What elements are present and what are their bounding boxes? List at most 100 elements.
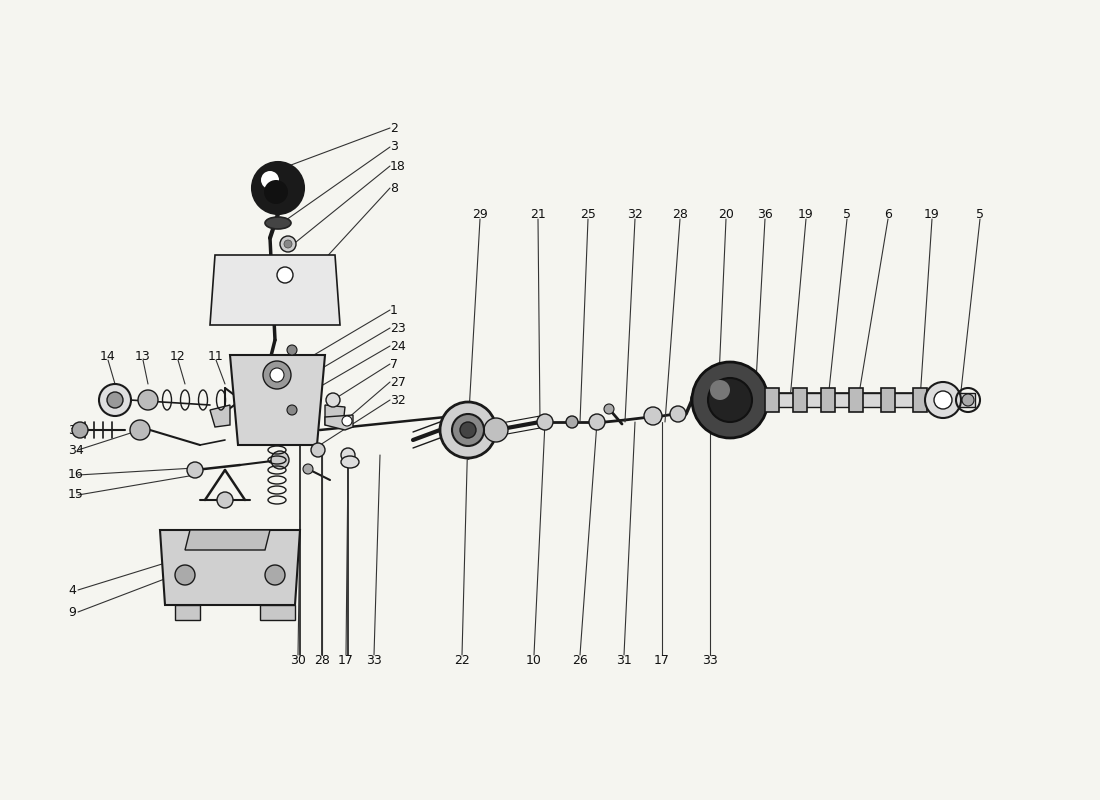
- Polygon shape: [324, 415, 353, 430]
- Ellipse shape: [341, 456, 359, 468]
- Circle shape: [284, 240, 292, 248]
- Text: 17: 17: [338, 654, 354, 666]
- Circle shape: [252, 162, 304, 214]
- Circle shape: [708, 378, 752, 422]
- Circle shape: [342, 416, 352, 426]
- Bar: [764, 388, 779, 412]
- Circle shape: [72, 422, 88, 438]
- Circle shape: [670, 406, 686, 422]
- Circle shape: [99, 384, 131, 416]
- Circle shape: [962, 394, 974, 406]
- Circle shape: [604, 404, 614, 414]
- Circle shape: [484, 418, 508, 442]
- Circle shape: [341, 448, 355, 462]
- Text: 33: 33: [702, 654, 718, 666]
- Text: 28: 28: [315, 654, 330, 666]
- Text: 16: 16: [68, 469, 84, 482]
- Text: 2: 2: [390, 122, 398, 134]
- Polygon shape: [324, 405, 345, 425]
- Circle shape: [261, 171, 279, 189]
- Circle shape: [264, 180, 288, 204]
- Text: 6: 6: [884, 209, 892, 222]
- Circle shape: [311, 443, 324, 457]
- Polygon shape: [210, 405, 230, 427]
- Circle shape: [460, 422, 476, 438]
- Text: 5: 5: [976, 209, 984, 222]
- Bar: [821, 388, 835, 412]
- Circle shape: [138, 390, 158, 410]
- Circle shape: [452, 414, 484, 446]
- Circle shape: [710, 380, 730, 400]
- Ellipse shape: [691, 379, 769, 421]
- Text: 15: 15: [68, 489, 84, 502]
- Circle shape: [925, 382, 961, 418]
- Circle shape: [271, 451, 289, 469]
- Text: 32: 32: [627, 209, 642, 222]
- Circle shape: [588, 414, 605, 430]
- Circle shape: [130, 420, 150, 440]
- Circle shape: [265, 565, 285, 585]
- Bar: [793, 388, 807, 412]
- Polygon shape: [230, 355, 324, 445]
- Circle shape: [566, 416, 578, 428]
- Text: 31: 31: [616, 654, 631, 666]
- Text: 12: 12: [170, 350, 186, 363]
- Circle shape: [187, 462, 204, 478]
- Bar: [849, 388, 864, 412]
- Text: 35: 35: [68, 423, 84, 437]
- Ellipse shape: [727, 389, 762, 411]
- Circle shape: [107, 392, 123, 408]
- Text: 13: 13: [135, 350, 151, 363]
- Text: 4: 4: [68, 583, 76, 597]
- Text: 22: 22: [454, 654, 470, 666]
- Circle shape: [302, 464, 313, 474]
- Polygon shape: [210, 255, 340, 325]
- Text: 26: 26: [572, 654, 587, 666]
- Text: 25: 25: [580, 209, 596, 222]
- Text: 18: 18: [390, 159, 406, 173]
- Bar: [768, 393, 975, 407]
- Circle shape: [217, 492, 233, 508]
- Bar: [913, 388, 927, 412]
- Circle shape: [326, 393, 340, 407]
- Text: 34: 34: [68, 443, 84, 457]
- Circle shape: [934, 391, 952, 409]
- Circle shape: [280, 236, 296, 252]
- Text: 5: 5: [843, 209, 851, 222]
- Text: 24: 24: [390, 339, 406, 353]
- Text: 21: 21: [530, 209, 546, 222]
- Bar: [881, 388, 895, 412]
- Text: 28: 28: [672, 209, 688, 222]
- Text: 30: 30: [290, 654, 306, 666]
- Circle shape: [263, 361, 292, 389]
- Polygon shape: [185, 530, 270, 550]
- Polygon shape: [175, 605, 200, 620]
- Text: 8: 8: [390, 182, 398, 194]
- Circle shape: [644, 407, 662, 425]
- Circle shape: [692, 362, 768, 438]
- Circle shape: [440, 402, 496, 458]
- Text: 20: 20: [718, 209, 734, 222]
- Text: 36: 36: [757, 209, 773, 222]
- Ellipse shape: [265, 217, 292, 229]
- Circle shape: [270, 368, 284, 382]
- Circle shape: [287, 405, 297, 415]
- Text: 14: 14: [100, 350, 116, 363]
- Text: 19: 19: [799, 209, 814, 222]
- Text: 19: 19: [924, 209, 939, 222]
- Text: 1: 1: [390, 303, 398, 317]
- Circle shape: [175, 565, 195, 585]
- Polygon shape: [260, 605, 295, 620]
- Text: 33: 33: [366, 654, 382, 666]
- Text: 27: 27: [390, 375, 406, 389]
- Polygon shape: [160, 530, 300, 605]
- Circle shape: [537, 414, 553, 430]
- Text: 32: 32: [390, 394, 406, 406]
- Circle shape: [287, 345, 297, 355]
- Text: 29: 29: [472, 209, 488, 222]
- Text: 9: 9: [68, 606, 76, 618]
- Text: 7: 7: [390, 358, 398, 370]
- Text: 17: 17: [654, 654, 670, 666]
- Text: 11: 11: [208, 350, 224, 363]
- Text: 3: 3: [390, 141, 398, 154]
